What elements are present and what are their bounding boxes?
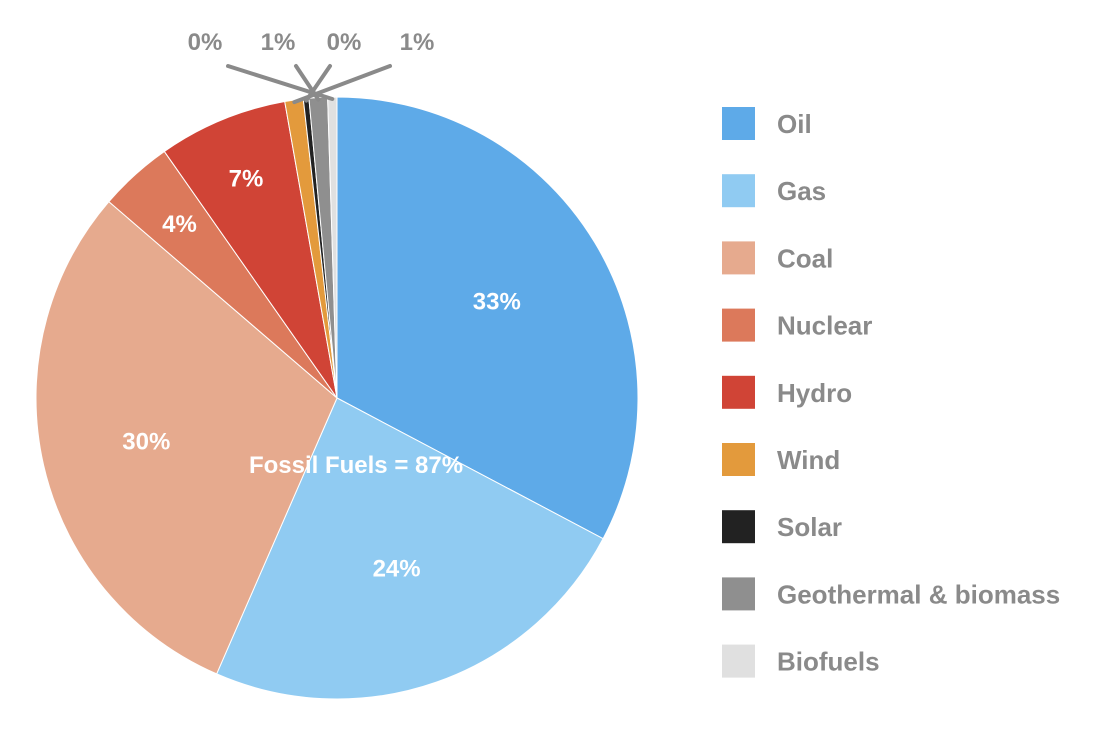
slice-label-nuclear: 4% (162, 211, 197, 238)
legend-label-solar: Solar (777, 512, 842, 542)
slice-label-hydro: 7% (229, 165, 264, 192)
legend-label-coal: Coal (777, 243, 833, 273)
slice-labels: 33% 24% 30% 4% 7% 0% 1% 0% 1% (122, 29, 521, 583)
legend-swatch-biofuels (722, 644, 755, 678)
legend-swatch-geothermal-and-biomass (722, 577, 755, 611)
legend-swatch-nuclear (722, 308, 755, 342)
legend-label-gas: Gas (777, 176, 826, 206)
pie-slices (35, 96, 639, 700)
fossil-fuels-annotation: Fossil Fuels = 87% (249, 452, 463, 479)
callout-label-geothermal-and-biomass: 1% (261, 29, 296, 56)
callout-label-biofuels: 0% (188, 29, 223, 56)
callout-label-wind: 1% (400, 29, 435, 56)
leader-line-wind (292, 64, 392, 105)
pie-slice-coal (35, 200, 338, 675)
slice-label-coal: 30% (122, 429, 170, 456)
legend-swatch-hydro (722, 375, 755, 409)
legend-swatch-gas (722, 174, 755, 208)
callout-leader-lines (226, 64, 392, 105)
legend-swatch-oil (722, 107, 755, 140)
pie-slice-hydro (163, 100, 338, 399)
legend-label-wind: Wind (777, 445, 840, 475)
pie-slice-oil (336, 96, 639, 540)
slice-label-gas: 24% (373, 556, 421, 583)
slice-label-oil: 33% (473, 289, 521, 316)
callout-label-solar: 0% (327, 29, 362, 56)
legend-label-hydro: Hydro (777, 378, 852, 408)
legend-label-biofuels: Biofuels (777, 647, 880, 677)
legend: Oil Gas Coal Nuclear Hydro Wind Solar Geotherma… (722, 107, 1060, 678)
legend-label-nuclear: Nuclear (777, 311, 872, 341)
legend-swatch-coal (722, 241, 755, 275)
pie-slice-gas (215, 397, 604, 700)
legend-swatch-wind (722, 443, 755, 476)
legend-label-geothermal-and-biomass: Geothermal & biomass (777, 579, 1060, 609)
legend-label-oil: Oil (777, 109, 812, 139)
legend-swatch-solar (722, 510, 755, 544)
